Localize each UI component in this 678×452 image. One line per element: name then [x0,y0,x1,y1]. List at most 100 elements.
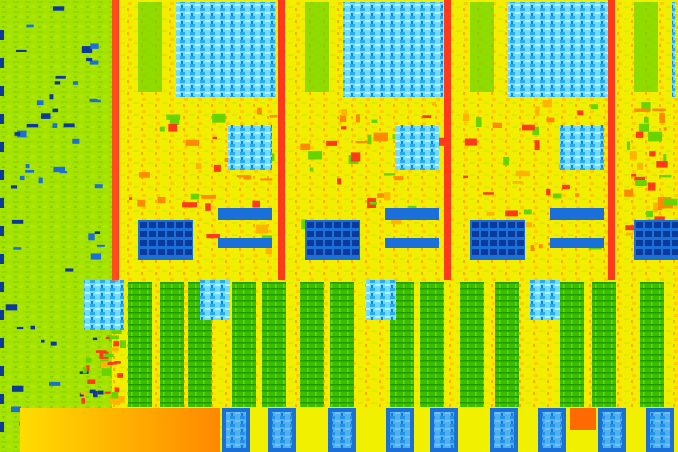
core-sram-cell [508,240,515,246]
graphics-eu-block [52,108,59,113]
cache-logic-cell [85,365,90,372]
core-top-logic [634,2,658,92]
io-phy-detail [332,412,352,448]
core-logic-cell [371,119,378,123]
core-logic-cell [647,182,656,191]
graphics-eu-block [50,341,57,346]
core-logic-cell [512,181,523,184]
core-logic-cell [652,108,666,112]
cache-logic-cell [108,335,119,340]
cache-logic-cell [110,347,119,352]
core-logic-cell [435,137,445,146]
io-phy-detail [390,412,410,448]
core-sram-cell [325,231,332,237]
core-logic-cell [625,225,640,231]
graphics-eu-block [49,381,61,386]
core-sram-cell [654,231,661,237]
l3-cache-slice [232,282,256,407]
cache-tag-array [200,280,230,320]
core-logic-cell [634,176,645,181]
graphics-eu-block [88,233,95,241]
core-sram-cell [499,231,506,237]
graphics-eu-block [63,123,75,128]
l3-cache [80,280,664,407]
core-logic-cell [464,138,477,146]
core-logic-cell [260,178,273,181]
graphics-eu-block [41,113,51,119]
l3-cache-slice [128,282,152,407]
l3-cache-slice [460,282,484,407]
graphics-eu-block [36,100,44,106]
core-sram-cell [140,240,147,246]
core-logic-cell [394,176,404,181]
core-sram-cell [334,231,341,237]
core-logic-cell [214,164,221,172]
graphics-eu-block [26,24,34,28]
graphics-eu-block [25,170,35,173]
core-sram-cell [185,222,192,228]
core-sram-cell [517,240,524,246]
core-logic-cell [391,220,402,225]
core-logic-cell [184,218,191,221]
graphics-edge-pad [0,142,4,152]
core-logic-cell [638,123,650,132]
core-logic-cell [265,248,272,254]
io-pll-block [570,408,596,430]
cache-logic-cell [117,373,123,378]
core-logic-cell [575,193,580,197]
core-sram-cell [140,231,147,237]
system-agent-gradient [20,408,220,452]
core-logic-cell [168,124,178,132]
core-logic-cell [373,132,388,142]
core-logic-cell [355,114,360,123]
cache-logic-cell [104,391,111,394]
graphics-eu-block [11,406,21,413]
core-sram-cell [343,231,350,237]
io-phy-detail [494,412,514,448]
core-logic-cell [339,114,347,123]
ring-bus-edge [112,0,118,282]
core-sram-cell [334,222,341,228]
core-logic-cell [350,152,361,162]
graphics-eu-block [14,132,21,136]
core-logic-cell [422,115,432,119]
core-sram-cell [517,249,524,255]
core-logic-cell [538,244,543,249]
graphics-texture [0,0,112,452]
cache-logic-cell [81,398,85,404]
core-logic-cell [195,163,202,169]
core-sram-cell [149,222,156,228]
graphics-eu-block [92,337,98,341]
core-logic-cell [243,175,252,180]
core-sram-cell [352,231,359,237]
core-logic-cell [624,189,634,197]
io-phy-detail [272,412,292,448]
core-logic-cell [269,115,278,118]
graphics-eu-block [89,98,98,102]
graphics-eu-block [10,185,18,189]
l3-cache-slice [560,282,584,407]
cache-logic-cell [86,358,92,363]
graphics-eu-block [38,177,43,184]
core-sram-cell [499,222,506,228]
core-logic-cell [625,232,634,236]
graphics-eu-block [81,46,93,53]
core-sram-cell [307,240,314,246]
core-sram-cell [167,222,174,228]
core-logic-cell [503,157,509,166]
io-phy-detail [434,412,454,448]
core-logic-cell [656,161,668,168]
graphics-eu-block [94,184,103,189]
core-sram-cell [334,249,341,255]
core-logic-cell [530,245,535,252]
l3-cache-slice [330,282,354,407]
cache-tag-array [84,280,124,330]
graphics-eu-block [12,385,24,392]
core-logic-cell [523,209,532,215]
core-sram-cell [149,249,156,255]
system-agent-io [20,408,678,452]
graphics-eu-block [90,253,101,260]
core-sram-cell [499,249,506,255]
cache-logic-cell [114,361,121,364]
core-sram-cell [636,222,643,228]
